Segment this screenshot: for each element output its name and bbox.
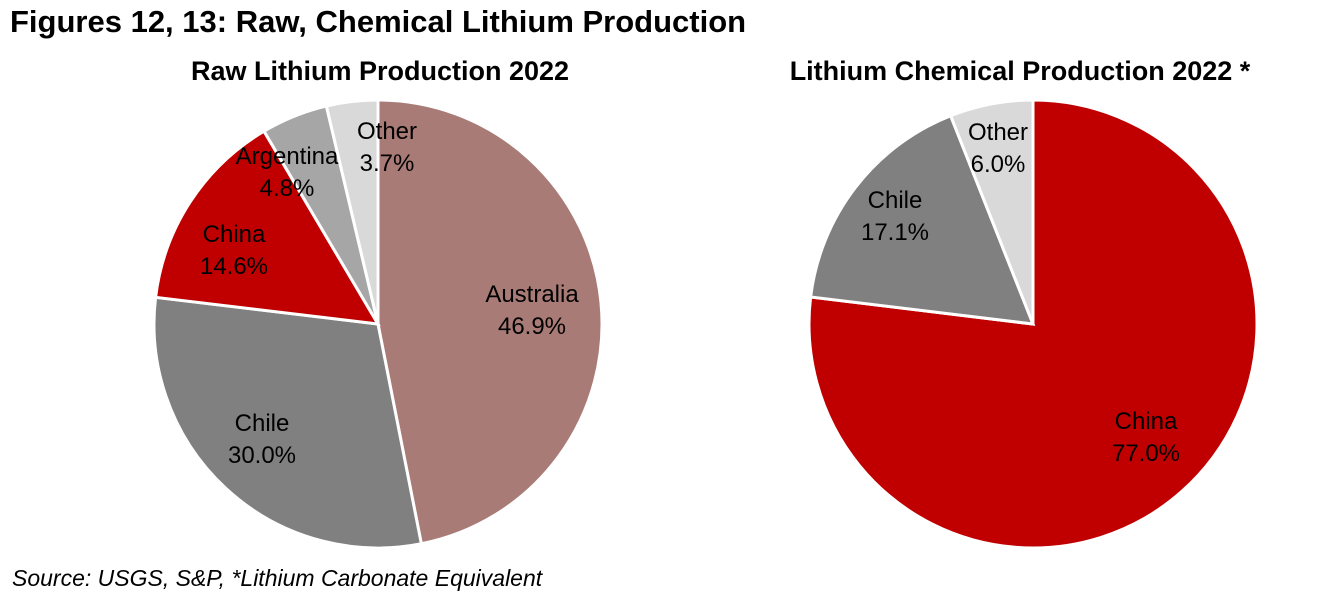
pie-slice-chile	[808, 113, 1036, 326]
pie-slice-china	[153, 129, 381, 326]
figure-title: Figures 12, 13: Raw, Chemical Lithium Pr…	[10, 4, 747, 39]
slice-label-argentina: Argentina	[236, 143, 339, 170]
pie-slice-other	[948, 98, 1035, 325]
slice-label-chile: Chile	[235, 410, 290, 437]
slice-value-other: 3.7%	[360, 150, 415, 177]
slice-label-other: Other	[968, 119, 1028, 146]
slice-value-other: 6.0%	[971, 151, 1026, 178]
slice-value-chile: 17.1%	[861, 219, 929, 246]
pie-slice-other	[324, 98, 380, 325]
pie-slice-chile	[152, 295, 424, 550]
slice-label-other: Other	[357, 118, 417, 145]
slice-label-china: China	[203, 221, 266, 248]
pie-slice-australia	[376, 98, 604, 546]
slice-value-australia: 46.9%	[498, 313, 566, 340]
slice-value-chile: 30.0%	[228, 442, 296, 469]
slice-label-chile: Chile	[868, 187, 923, 214]
slice-label-china: China	[1115, 408, 1178, 435]
source-note: Source: USGS, S&P, *Lithium Carbonate Eq…	[12, 565, 543, 591]
slice-value-china: 14.6%	[200, 253, 268, 280]
slice-value-argentina: 4.8%	[260, 175, 315, 202]
slice-label-australia: Australia	[485, 281, 579, 308]
pie-slice-china	[807, 98, 1259, 550]
chart-title-chemical: Lithium Chemical Production 2022 *	[789, 56, 1251, 86]
chart-title-raw: Raw Lithium Production 2022	[190, 56, 570, 86]
slice-value-china: 77.0%	[1112, 440, 1180, 467]
